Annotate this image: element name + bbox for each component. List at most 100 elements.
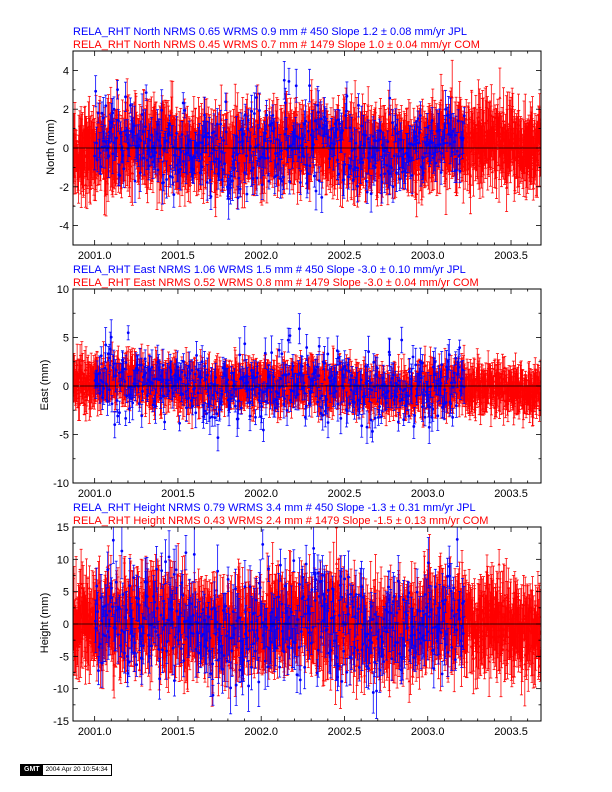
data-point-jpl (214, 124, 218, 147)
data-point-jpl (287, 67, 291, 95)
east-title-jpl: RELA_RHT East NRMS 1.06 WRMS 1.5 mm # 45… (73, 264, 466, 276)
data-point-jpl (246, 109, 250, 132)
data-point-jpl (367, 335, 371, 368)
data-point-jpl (354, 157, 358, 178)
data-point-jpl (455, 132, 459, 171)
data-point-jpl (175, 116, 179, 151)
data-point-jpl (294, 68, 298, 103)
data-point-jpl (160, 89, 164, 132)
data-point-jpl (158, 132, 162, 159)
data-point-jpl (113, 410, 117, 439)
data-point-jpl (298, 170, 302, 195)
data-point-jpl (306, 121, 310, 141)
data-point-jpl (154, 130, 158, 175)
data-point-jpl (378, 121, 382, 141)
north-title-jpl: RELA_RHT North NRMS 0.65 WRMS 0.9 mm # 4… (73, 26, 467, 38)
data-point-jpl (425, 133, 429, 157)
data-point-jpl (269, 120, 273, 163)
data-point-jpl (308, 68, 312, 103)
data-point-jpl (341, 120, 345, 141)
data-point-jpl (320, 181, 324, 213)
data-point-jpl (286, 135, 290, 158)
series-jpl (93, 313, 466, 452)
data-point-jpl (328, 149, 332, 169)
y-tick-label: -4 (59, 221, 69, 233)
data-point-jpl (140, 93, 144, 136)
data-point-jpl (371, 420, 375, 443)
data-point-jpl (342, 160, 346, 199)
x-tick-label: 2003.5 (494, 488, 528, 500)
data-point-jpl (404, 133, 408, 174)
data-point-jpl (404, 162, 408, 190)
data-point-jpl (423, 127, 427, 158)
data-point-jpl (332, 131, 336, 157)
data-point-jpl (370, 145, 374, 170)
y-tick-label: -2 (59, 182, 69, 194)
data-point-jpl (117, 400, 121, 425)
x-tick-label: 2001.5 (161, 250, 195, 262)
data-point-jpl (442, 123, 446, 164)
east-panel: RELA_RHT East NRMS 1.06 WRMS 1.5 mm # 45… (39, 264, 542, 500)
data-point-jpl (256, 127, 260, 162)
data-point-jpl (241, 128, 245, 155)
data-point-jpl (171, 125, 175, 169)
north-ylabel: North (mm) (45, 119, 57, 175)
data-point-jpl (257, 92, 261, 129)
y-tick-label: 5 (63, 333, 69, 345)
x-tick-label: 2001.0 (78, 250, 112, 262)
data-point-jpl (138, 154, 142, 192)
data-point-jpl (439, 160, 443, 185)
data-point-jpl (245, 186, 249, 202)
data-point-jpl (380, 160, 384, 204)
data-point-jpl (315, 118, 319, 141)
data-point-jpl (343, 153, 347, 176)
data-point-jpl (415, 119, 419, 161)
data-point-jpl (281, 164, 285, 190)
data-point-jpl (390, 158, 394, 178)
x-tick-label: 2002.0 (244, 488, 278, 500)
data-point-jpl (162, 173, 166, 192)
data-point-jpl (288, 169, 292, 195)
data-point-jpl (312, 164, 316, 188)
data-point-jpl (386, 130, 390, 153)
data-point-jpl (265, 99, 269, 131)
y-tick-label: -5 (59, 430, 69, 442)
data-point-jpl (249, 154, 253, 187)
data-point-jpl (345, 81, 349, 111)
data-point-jpl (365, 410, 369, 444)
y-tick-label: 4 (63, 65, 69, 77)
data-point-jpl (423, 408, 427, 427)
height-panel: RELA_RHT Height NRMS 0.79 WRMS 3.4 mm # … (39, 502, 542, 738)
data-point-jpl (348, 113, 352, 142)
data-point-jpl (235, 116, 239, 156)
data-point-jpl (219, 109, 223, 139)
x-tick-label: 2002.0 (244, 250, 278, 262)
data-point-jpl (238, 130, 242, 154)
data-point-jpl (268, 111, 272, 139)
data-point-jpl (126, 325, 130, 341)
data-point-jpl (354, 129, 358, 157)
data-point-jpl (330, 118, 334, 140)
data-point-jpl (418, 101, 422, 130)
data-point-jpl (326, 129, 330, 146)
data-point-jpl (220, 136, 224, 167)
data-point-jpl (100, 101, 104, 125)
data-point-jpl (313, 103, 317, 139)
data-point-jpl (252, 92, 256, 135)
data-point-jpl (111, 133, 115, 175)
data-point-jpl (267, 172, 271, 190)
data-point-jpl (275, 121, 279, 158)
data-point-jpl (308, 156, 312, 175)
height-title-jpl: RELA_RHT Height NRMS 0.79 WRMS 3.4 mm # … (73, 502, 476, 514)
data-point-jpl (260, 169, 264, 200)
data-point-jpl (224, 92, 228, 111)
data-point-jpl (264, 124, 268, 143)
data-point-jpl (337, 163, 341, 185)
data-point-jpl (222, 127, 226, 154)
data-point-jpl (297, 145, 301, 170)
y-tick-label: 0 (63, 381, 69, 393)
data-point-jpl (258, 150, 262, 167)
data-point-jpl (458, 159, 462, 184)
y-tick-label: 2 (63, 104, 69, 116)
data-point-jpl (452, 128, 456, 156)
